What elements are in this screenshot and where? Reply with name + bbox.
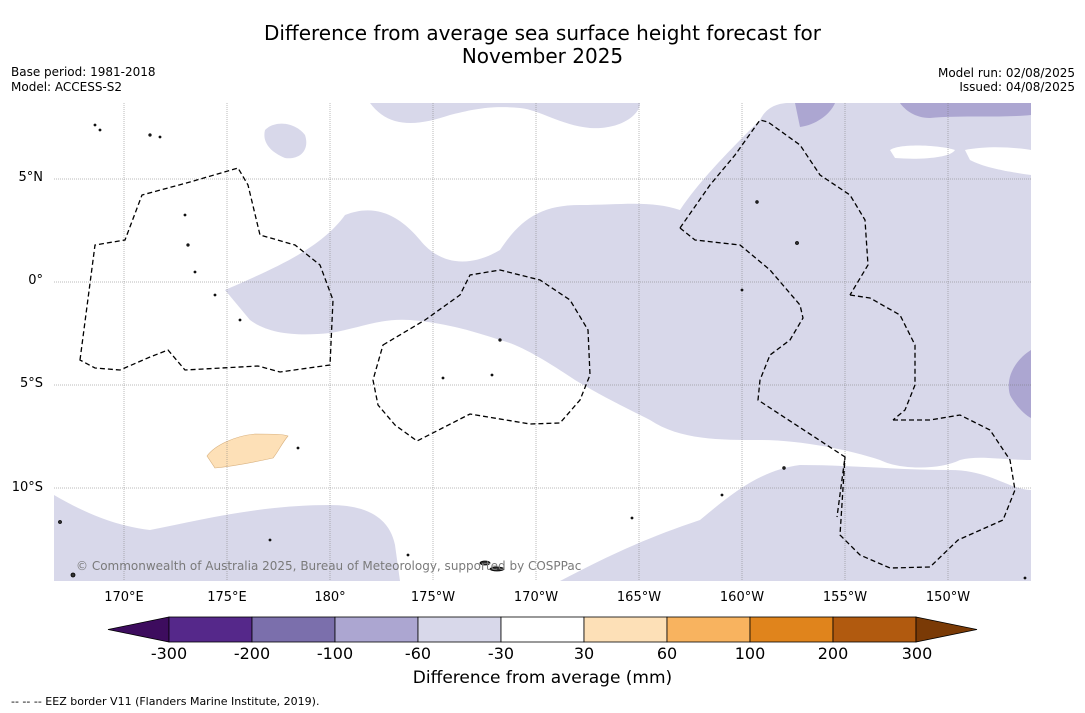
- copyright-notice: © Commonwealth of Australia 2025, Bureau…: [76, 559, 582, 573]
- colorbar-tick-label: -200: [233, 644, 271, 663]
- colorbar-segment: [334, 616, 419, 643]
- colorbar-tick-label: 200: [817, 644, 849, 663]
- anomaly-region-equatorial: [225, 103, 1031, 468]
- eez-footnote: -- -- -- EEZ border V11 (Flanders Marine…: [11, 695, 320, 708]
- map-title-line1: Difference from average sea surface heig…: [263, 21, 822, 45]
- colorbar-segment: [168, 616, 253, 643]
- lon-label-175w: 175°W: [410, 590, 456, 605]
- lat-label-5n: 5°N: [18, 170, 44, 185]
- map-area: [54, 103, 1031, 581]
- colorbar-tick-label: 30: [573, 644, 595, 663]
- model-run: Model run: 02/08/2025: [937, 66, 1075, 80]
- lon-label-170e: 170°E: [104, 590, 144, 605]
- islands: [58, 123, 1027, 580]
- colorbar-tick-label: -60: [404, 644, 432, 663]
- anomaly-region-north-small: [264, 123, 307, 159]
- colorbar-segment: [832, 616, 917, 643]
- map-title-line2: November 2025: [461, 44, 624, 68]
- graticule: [54, 103, 1031, 581]
- colorbar-segment: [251, 616, 336, 643]
- anomaly-region-south-east: [560, 465, 1031, 581]
- colorbar-extend-high: [915, 616, 978, 643]
- lon-label-170w: 170°W: [513, 590, 559, 605]
- colorbar-tick-label: -30: [487, 644, 515, 663]
- colorbar-tick-label: 100: [734, 644, 766, 663]
- lat-label-0: 0°: [28, 273, 43, 288]
- colorbar-tick-label: 60: [656, 644, 678, 663]
- colorbar-segment: [417, 616, 502, 643]
- lon-label-160w: 160°W: [719, 590, 765, 605]
- lon-label-165w: 165°W: [616, 590, 662, 605]
- colorbar-extend-low: [107, 616, 170, 643]
- lon-label-150w: 150°W: [925, 590, 971, 605]
- lat-label-5s: 5°S: [19, 376, 43, 391]
- anomaly-region-dark-ne: [900, 103, 1031, 118]
- issued-date: Issued: 04/08/2025: [959, 80, 1075, 94]
- lon-label-175e: 175°E: [207, 590, 247, 605]
- anomaly-hole-2: [965, 147, 1031, 175]
- colorbar-tick-label: -300: [150, 644, 188, 663]
- anomaly-hole-1: [890, 145, 955, 159]
- colorbar-segment: [666, 616, 751, 643]
- eez-borders: [79, 119, 1016, 569]
- anomaly-region-dark-e: [1008, 350, 1031, 418]
- base-period: Base period: 1981-2018: [11, 65, 156, 79]
- lon-label-155w: 155°W: [822, 590, 868, 605]
- lon-label-180: 180°: [314, 590, 346, 605]
- lat-label-10s: 10°S: [11, 480, 43, 495]
- colorbar-segment: [583, 616, 668, 643]
- anomaly-region-north: [370, 103, 640, 129]
- colorbar-segment: [500, 616, 585, 643]
- colorbar: [107, 616, 978, 643]
- colorbar-title: Difference from average (mm): [412, 668, 673, 688]
- colorbar-segment: [749, 616, 834, 643]
- colorbar-tick-label: 300: [901, 644, 933, 663]
- anomaly-region-dark-n: [795, 103, 835, 127]
- colorbar-tick-label: -100: [316, 644, 354, 663]
- model-name: Model: ACCESS-S2: [11, 80, 123, 94]
